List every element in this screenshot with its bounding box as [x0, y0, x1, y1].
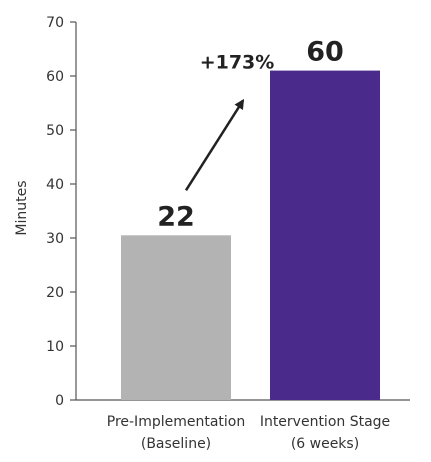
- data-label-2: 60: [306, 37, 344, 68]
- category-label-line: (6 weeks): [291, 436, 359, 452]
- annotation-label: +173%: [200, 52, 275, 74]
- category-label-line: Pre-Implementation: [107, 414, 245, 430]
- y-tick-label: 60: [46, 69, 64, 85]
- y-tick-label: 40: [46, 177, 64, 193]
- category-label-line: (Baseline): [141, 436, 211, 452]
- y-axis-label: Minutes: [14, 180, 30, 235]
- bar-1: [121, 235, 231, 400]
- bar-2: [270, 70, 380, 400]
- category-label-1: Pre-Implementation (Baseline): [107, 414, 245, 452]
- category-label-2: Intervention Stage (6 weeks): [260, 414, 390, 452]
- y-tick-label: 20: [46, 285, 64, 301]
- y-tick-label: 30: [46, 231, 64, 247]
- y-tick-label: 50: [46, 123, 64, 139]
- y-tick-label: 10: [46, 339, 64, 355]
- annotation-arrow: [184, 98, 245, 191]
- y-tick-label: 70: [46, 15, 64, 31]
- y-tick-label: 0: [55, 393, 64, 409]
- data-label-1: 22: [157, 201, 195, 232]
- category-label-line: Intervention Stage: [260, 414, 390, 430]
